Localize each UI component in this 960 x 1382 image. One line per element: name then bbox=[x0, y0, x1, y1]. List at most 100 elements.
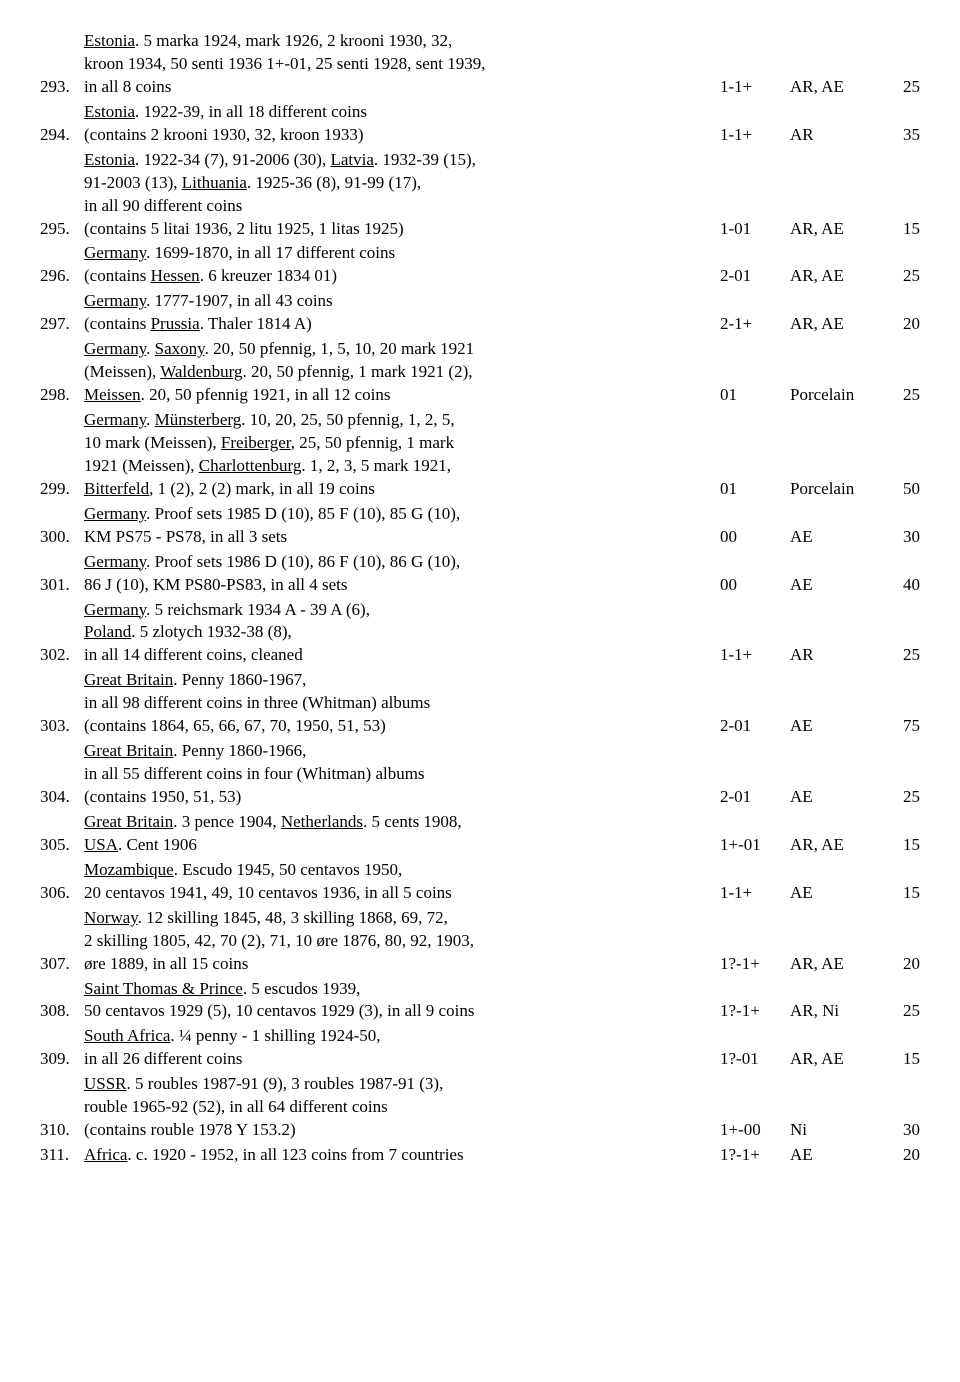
lot-description: Germany. 1777-1907, in all 43 coins(cont… bbox=[84, 290, 720, 336]
lot-grade: 2-01 bbox=[720, 786, 790, 809]
lot-description: Great Britain. Penny 1860-1967,in all 98… bbox=[84, 669, 720, 738]
lot-grade: 2-1+ bbox=[720, 313, 790, 336]
lot-row: 305.Great Britain. 3 pence 1904, Netherl… bbox=[40, 811, 920, 857]
lot-number: 304. bbox=[40, 786, 84, 809]
lot-description: Germany. Proof sets 1985 D (10), 85 F (1… bbox=[84, 503, 720, 549]
lot-grade: 00 bbox=[720, 574, 790, 597]
lot-material: AR, AE bbox=[790, 265, 880, 288]
lot-number: 310. bbox=[40, 1119, 84, 1142]
lot-number: 309. bbox=[40, 1048, 84, 1071]
lot-material: AE bbox=[790, 574, 880, 597]
lot-number: 297. bbox=[40, 313, 84, 336]
lot-material: AE bbox=[790, 1144, 880, 1167]
lot-material: AR, AE bbox=[790, 313, 880, 336]
lot-grade: 01 bbox=[720, 478, 790, 501]
lot-row: 294.Estonia. 1922-39, in all 18 differen… bbox=[40, 101, 920, 147]
lot-grade: 1-1+ bbox=[720, 882, 790, 905]
lot-material: AR, AE bbox=[790, 76, 880, 99]
lot-description: South Africa. ¼ penny - 1 shilling 1924-… bbox=[84, 1025, 720, 1071]
lot-material: AE bbox=[790, 526, 880, 549]
lot-number: 307. bbox=[40, 953, 84, 976]
lot-number: 295. bbox=[40, 218, 84, 241]
lot-number: 294. bbox=[40, 124, 84, 147]
lot-row: 301.Germany. Proof sets 1986 D (10), 86 … bbox=[40, 551, 920, 597]
lot-price: 75 bbox=[880, 715, 920, 738]
lot-description: Estonia. 1922-39, in all 18 different co… bbox=[84, 101, 720, 147]
lot-grade: 1?-1+ bbox=[720, 953, 790, 976]
lot-number: 302. bbox=[40, 644, 84, 667]
lot-price: 15 bbox=[880, 882, 920, 905]
lot-row: 303.Great Britain. Penny 1860-1967,in al… bbox=[40, 669, 920, 738]
lot-price: 40 bbox=[880, 574, 920, 597]
lot-material: AE bbox=[790, 715, 880, 738]
lot-row: 310.USSR. 5 roubles 1987-91 (9), 3 roubl… bbox=[40, 1073, 920, 1142]
lot-row: 299.Germany. Münsterberg. 10, 20, 25, 50… bbox=[40, 409, 920, 501]
lot-row: 293.Estonia. 5 marka 1924, mark 1926, 2 … bbox=[40, 30, 920, 99]
lot-description: USSR. 5 roubles 1987-91 (9), 3 roubles 1… bbox=[84, 1073, 720, 1142]
lot-description: Germany. 1699-1870, in all 17 different … bbox=[84, 242, 720, 288]
lot-row: 306.Mozambique. Escudo 1945, 50 centavos… bbox=[40, 859, 920, 905]
lot-price: 50 bbox=[880, 478, 920, 501]
lot-list: 293.Estonia. 5 marka 1924, mark 1926, 2 … bbox=[40, 30, 920, 1167]
lot-material: AR, AE bbox=[790, 218, 880, 241]
lot-description: Saint Thomas & Prince. 5 escudos 1939,50… bbox=[84, 978, 720, 1024]
lot-price: 30 bbox=[880, 526, 920, 549]
lot-number: 305. bbox=[40, 834, 84, 857]
lot-price: 25 bbox=[880, 384, 920, 407]
lot-grade: 1-1+ bbox=[720, 644, 790, 667]
lot-description: Great Britain. 3 pence 1904, Netherlands… bbox=[84, 811, 720, 857]
lot-grade: 2-01 bbox=[720, 715, 790, 738]
lot-number: 298. bbox=[40, 384, 84, 407]
lot-price: 15 bbox=[880, 1048, 920, 1071]
lot-row: 311.Africa. c. 1920 - 1952, in all 123 c… bbox=[40, 1144, 920, 1167]
lot-material: AR bbox=[790, 644, 880, 667]
lot-row: 300.Germany. Proof sets 1985 D (10), 85 … bbox=[40, 503, 920, 549]
lot-material: AR, AE bbox=[790, 834, 880, 857]
lot-price: 20 bbox=[880, 313, 920, 336]
lot-number: 308. bbox=[40, 1000, 84, 1023]
lot-description: Mozambique. Escudo 1945, 50 centavos 195… bbox=[84, 859, 720, 905]
lot-price: 15 bbox=[880, 218, 920, 241]
lot-number: 299. bbox=[40, 478, 84, 501]
lot-grade: 1-1+ bbox=[720, 76, 790, 99]
lot-number: 306. bbox=[40, 882, 84, 905]
lot-grade: 1+-00 bbox=[720, 1119, 790, 1142]
lot-number: 293. bbox=[40, 76, 84, 99]
lot-material: AE bbox=[790, 882, 880, 905]
lot-grade: 1-01 bbox=[720, 218, 790, 241]
lot-material: AR, Ni bbox=[790, 1000, 880, 1023]
lot-grade: 01 bbox=[720, 384, 790, 407]
lot-material: Porcelain bbox=[790, 384, 880, 407]
lot-material: AE bbox=[790, 786, 880, 809]
lot-price: 25 bbox=[880, 76, 920, 99]
lot-material: AR, AE bbox=[790, 1048, 880, 1071]
lot-description: Estonia. 1922-34 (7), 91-2006 (30), Latv… bbox=[84, 149, 720, 241]
lot-material: AR bbox=[790, 124, 880, 147]
lot-price: 25 bbox=[880, 265, 920, 288]
lot-grade: 2-01 bbox=[720, 265, 790, 288]
lot-description: Estonia. 5 marka 1924, mark 1926, 2 kroo… bbox=[84, 30, 720, 99]
lot-description: Germany. 5 reichsmark 1934 A - 39 A (6),… bbox=[84, 599, 720, 668]
lot-material: Ni bbox=[790, 1119, 880, 1142]
lot-material: Porcelain bbox=[790, 478, 880, 501]
lot-description: Africa. c. 1920 - 1952, in all 123 coins… bbox=[84, 1144, 720, 1167]
lot-grade: 1-1+ bbox=[720, 124, 790, 147]
lot-material: AR, AE bbox=[790, 953, 880, 976]
lot-description: Great Britain. Penny 1860-1966,in all 55… bbox=[84, 740, 720, 809]
lot-price: 25 bbox=[880, 1000, 920, 1023]
lot-row: 308.Saint Thomas & Prince. 5 escudos 193… bbox=[40, 978, 920, 1024]
lot-grade: 1?-01 bbox=[720, 1048, 790, 1071]
lot-price: 25 bbox=[880, 786, 920, 809]
lot-grade: 1+-01 bbox=[720, 834, 790, 857]
lot-price: 15 bbox=[880, 834, 920, 857]
lot-number: 303. bbox=[40, 715, 84, 738]
lot-number: 296. bbox=[40, 265, 84, 288]
lot-row: 296.Germany. 1699-1870, in all 17 differ… bbox=[40, 242, 920, 288]
lot-grade: 1?-1+ bbox=[720, 1144, 790, 1167]
lot-row: 295.Estonia. 1922-34 (7), 91-2006 (30), … bbox=[40, 149, 920, 241]
lot-number: 300. bbox=[40, 526, 84, 549]
lot-row: 297.Germany. 1777-1907, in all 43 coins(… bbox=[40, 290, 920, 336]
lot-price: 20 bbox=[880, 953, 920, 976]
lot-price: 30 bbox=[880, 1119, 920, 1142]
lot-price: 25 bbox=[880, 644, 920, 667]
